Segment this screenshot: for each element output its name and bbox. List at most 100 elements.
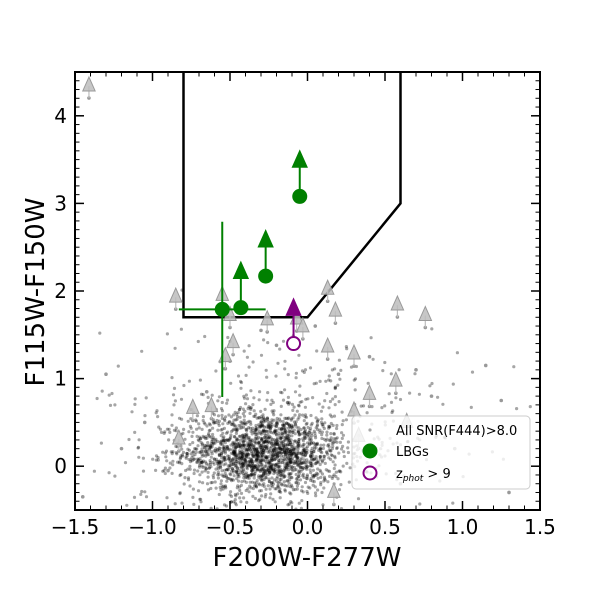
data-point	[227, 420, 231, 424]
data-point	[209, 481, 213, 485]
data-point	[283, 416, 287, 420]
data-point	[228, 464, 232, 468]
data-point	[260, 479, 264, 483]
data-point	[268, 470, 272, 474]
data-point	[308, 453, 313, 458]
data-point	[256, 450, 260, 454]
data-point	[247, 490, 251, 494]
data-point	[313, 462, 317, 466]
data-point	[282, 448, 286, 452]
data-point	[248, 484, 252, 488]
data-point	[267, 424, 271, 428]
grey-limit-triangle	[362, 384, 377, 400]
data-point	[243, 421, 247, 425]
data-point	[402, 516, 405, 519]
data-point	[242, 439, 246, 443]
data-point	[219, 441, 223, 445]
data-point	[100, 389, 104, 393]
data-point	[92, 469, 96, 473]
data-point	[199, 437, 203, 441]
data-point	[322, 457, 326, 461]
data-point	[156, 415, 160, 419]
data-point	[297, 474, 301, 478]
data-point	[271, 453, 275, 457]
data-point	[262, 468, 266, 472]
data-point	[313, 431, 317, 435]
data-point	[259, 420, 263, 424]
data-point	[171, 463, 175, 467]
data-point	[236, 479, 241, 483]
data-point	[319, 483, 323, 487]
data-point	[260, 477, 264, 481]
data-point	[234, 461, 238, 465]
data-point	[293, 445, 297, 449]
data-point	[272, 471, 276, 476]
data-point	[381, 369, 385, 373]
data-point	[293, 422, 297, 426]
data-point	[312, 475, 316, 479]
data-point	[223, 471, 227, 475]
data-point	[284, 435, 288, 439]
data-point	[307, 430, 311, 434]
data-point	[285, 462, 289, 467]
data-point	[253, 430, 257, 434]
data-point	[232, 456, 236, 460]
data-point	[328, 474, 332, 478]
data-point	[290, 453, 294, 457]
data-point	[265, 455, 269, 459]
data-point	[291, 430, 295, 434]
data-point	[247, 419, 251, 423]
data-point	[257, 416, 261, 420]
data-point	[312, 429, 316, 433]
data-point	[277, 417, 282, 421]
data-point	[238, 443, 242, 447]
data-point	[244, 427, 248, 431]
data-point	[217, 395, 221, 399]
data-point	[262, 471, 266, 475]
data-point	[337, 469, 341, 473]
data-point	[296, 430, 300, 434]
data-point	[165, 427, 169, 431]
data-point	[271, 448, 276, 452]
data-point	[232, 462, 236, 466]
data-point	[245, 397, 250, 401]
data-point	[295, 409, 299, 413]
data-point	[240, 462, 244, 466]
data-point	[237, 475, 241, 479]
data-point	[288, 459, 292, 463]
data-point	[261, 429, 265, 433]
data-point	[257, 398, 261, 402]
data-point	[274, 343, 279, 348]
data-point	[287, 416, 291, 420]
data-point	[289, 426, 293, 430]
data-point	[325, 433, 329, 437]
data-point	[296, 455, 300, 459]
data-point	[288, 461, 292, 465]
data-point	[290, 456, 295, 460]
data-point	[283, 464, 287, 468]
data-point	[249, 464, 253, 468]
data-point	[219, 428, 223, 432]
data-point	[245, 452, 250, 457]
data-point	[264, 476, 268, 480]
data-point	[251, 467, 255, 471]
data-point	[251, 450, 255, 454]
data-point	[294, 472, 298, 477]
data-point	[248, 446, 252, 450]
data-point	[213, 420, 217, 424]
data-point	[180, 417, 184, 421]
data-point	[275, 436, 280, 440]
data-point	[215, 448, 220, 452]
data-point	[206, 470, 210, 474]
data-point	[309, 461, 313, 465]
data-point	[294, 461, 298, 465]
data-point	[295, 462, 299, 466]
data-point	[164, 449, 169, 453]
data-point	[267, 435, 271, 440]
data-point	[199, 440, 203, 445]
data-point	[216, 399, 220, 403]
data-point	[316, 488, 320, 492]
data-point	[288, 460, 293, 464]
data-point	[253, 450, 257, 454]
